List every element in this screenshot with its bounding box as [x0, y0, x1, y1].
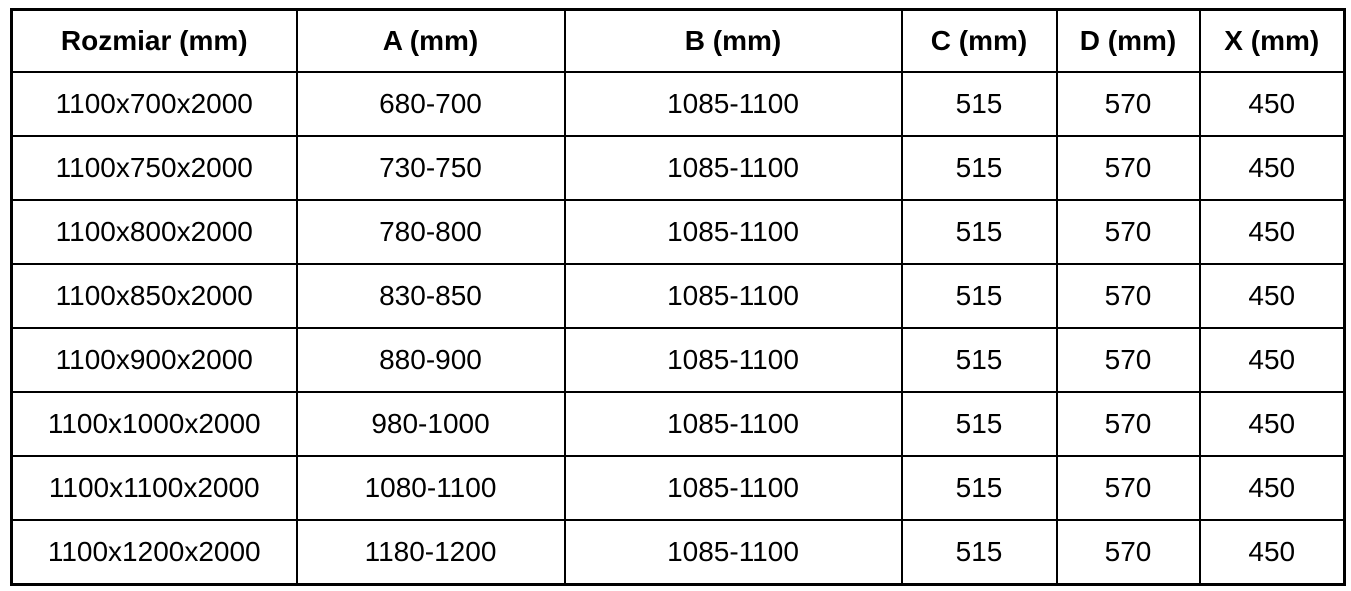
table-cell: 450	[1198, 455, 1346, 521]
table-body: 1100x700x2000 680-700 1085-1100 515 570 450 11…	[10, 71, 1346, 586]
table-cell: 450	[1198, 327, 1346, 393]
table-cell: 880-900	[295, 327, 566, 393]
table-row: 1100x750x2000 730-750 1085-1100 515 570 450	[10, 135, 1346, 201]
table-cell: 980-1000	[295, 391, 566, 457]
table-cell: 450	[1198, 71, 1346, 137]
table-cell: 730-750	[295, 135, 566, 201]
column-header: X (mm)	[1198, 8, 1346, 73]
table-cell: 570	[1055, 519, 1201, 586]
table-cell: 1100x750x2000	[10, 135, 298, 201]
table-cell: 515	[900, 391, 1058, 457]
table-cell: 1100x800x2000	[10, 199, 298, 265]
table-cell: 1085-1100	[563, 519, 903, 586]
table-cell: 1085-1100	[563, 263, 903, 329]
table-cell: 1085-1100	[563, 199, 903, 265]
table-cell: 830-850	[295, 263, 566, 329]
table-cell: 450	[1198, 519, 1346, 586]
table-row: 1100x900x2000 880-900 1085-1100 515 570 450	[10, 327, 1346, 393]
header-row: Rozmiar (mm) A (mm) B (mm) C (mm) D (mm) X (m…	[10, 8, 1346, 73]
table-cell: 1180-1200	[295, 519, 566, 586]
table-row: 1100x700x2000 680-700 1085-1100 515 570 450	[10, 71, 1346, 137]
column-header: B (mm)	[563, 8, 903, 73]
table-cell: 780-800	[295, 199, 566, 265]
table-row: 1100x1000x2000 980-1000 1085-1100 515 570 450	[10, 391, 1346, 457]
table-cell: 1100x850x2000	[10, 263, 298, 329]
column-header: C (mm)	[900, 8, 1058, 73]
table-cell: 1085-1100	[563, 455, 903, 521]
table-cell: 570	[1055, 391, 1201, 457]
table-cell: 1085-1100	[563, 71, 903, 137]
table-row: 1100x850x2000 830-850 1085-1100 515 570 450	[10, 263, 1346, 329]
column-header: A (mm)	[295, 8, 566, 73]
table-cell: 1080-1100	[295, 455, 566, 521]
table-cell: 1100x1000x2000	[10, 391, 298, 457]
table-cell: 1085-1100	[563, 135, 903, 201]
column-header: D (mm)	[1055, 8, 1201, 73]
table-cell: 450	[1198, 135, 1346, 201]
table-cell: 570	[1055, 71, 1201, 137]
table-cell: 1085-1100	[563, 391, 903, 457]
size-spec-table: Rozmiar (mm) A (mm) B (mm) C (mm) D (mm) X (m…	[10, 8, 1346, 586]
column-header: Rozmiar (mm)	[10, 8, 298, 73]
table-cell: 515	[900, 199, 1058, 265]
table-cell: 680-700	[295, 71, 566, 137]
table-cell: 1085-1100	[563, 327, 903, 393]
table-cell: 570	[1055, 135, 1201, 201]
table-cell: 570	[1055, 199, 1201, 265]
table-row: 1100x800x2000 780-800 1085-1100 515 570 450	[10, 199, 1346, 265]
table-cell: 515	[900, 519, 1058, 586]
table-cell: 1100x1100x2000	[10, 455, 298, 521]
table-cell: 450	[1198, 199, 1346, 265]
table-cell: 515	[900, 71, 1058, 137]
table-cell: 570	[1055, 263, 1201, 329]
table-cell: 515	[900, 135, 1058, 201]
table-cell: 570	[1055, 327, 1201, 393]
table-cell: 1100x900x2000	[10, 327, 298, 393]
table-row: 1100x1100x2000 1080-1100 1085-1100 515 570 45…	[10, 455, 1346, 521]
table-cell: 1100x1200x2000	[10, 519, 298, 586]
table-cell: 515	[900, 455, 1058, 521]
table-cell: 515	[900, 327, 1058, 393]
table-cell: 450	[1198, 263, 1346, 329]
table-cell: 570	[1055, 455, 1201, 521]
table-cell: 450	[1198, 391, 1346, 457]
table-cell: 1100x700x2000	[10, 71, 298, 137]
table-row: 1100x1200x2000 1180-1200 1085-1100 515 570 45…	[10, 519, 1346, 586]
table-cell: 515	[900, 263, 1058, 329]
